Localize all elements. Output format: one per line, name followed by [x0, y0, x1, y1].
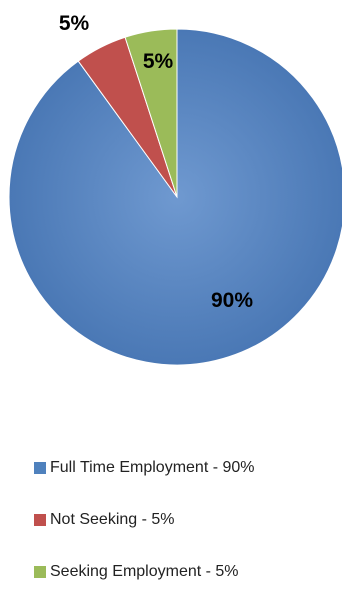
pie-chart: 90% 5% 5% [8, 12, 342, 366]
pie-slices [8, 28, 342, 366]
legend-label-full-time: Full Time Employment - 90% [50, 459, 255, 476]
pie-data-labels: 90% 5% 5% [59, 12, 254, 312]
legend-swatch-seeking [34, 566, 46, 578]
legend-swatch-full-time [34, 462, 46, 474]
pie-slice-full-time [8, 28, 342, 366]
data-label-not-seeking: 5% [59, 12, 90, 35]
pie-slice-seeking [124, 28, 178, 198]
data-label-full-time: 90% [211, 289, 253, 312]
legend-label-not-seeking: Not Seeking - 5% [50, 511, 175, 528]
legend-item-seeking: Seeking Employment - 5% [34, 562, 239, 582]
legend-swatch-not-seeking [34, 514, 46, 526]
legend-label-seeking: Seeking Employment - 5% [50, 563, 239, 580]
legend-item-not-seeking: Not Seeking - 5% [34, 510, 175, 530]
data-label-seeking: 5% [143, 50, 174, 73]
legend-item-full-time: Full Time Employment - 90% [34, 458, 255, 478]
